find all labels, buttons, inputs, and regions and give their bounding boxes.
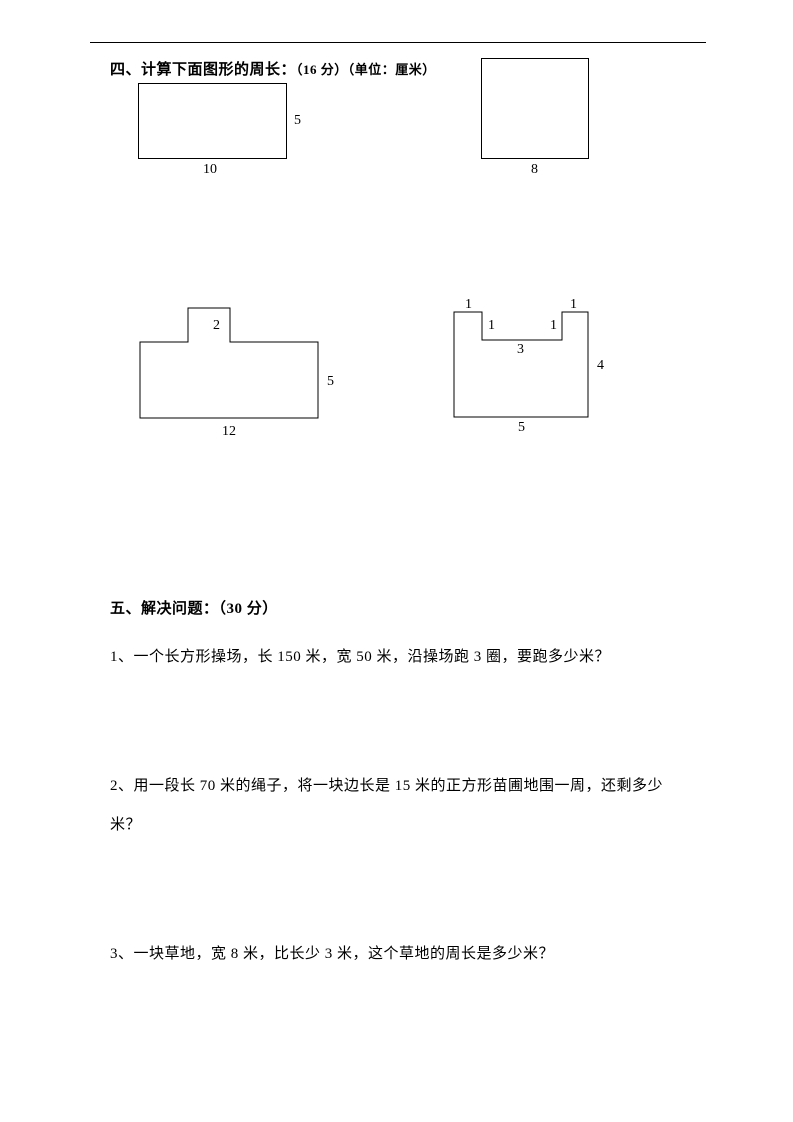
shape-2-square <box>481 58 590 160</box>
q1-part-a: 1、一个长方形操场，长 <box>110 649 277 665</box>
shape-4-label-inner-right: 1 <box>550 318 557 334</box>
shape-4-label-right: 4 <box>597 358 604 374</box>
shape-1-rectangle <box>138 83 288 160</box>
section-4-title-sub: （16 分）（单位：厘米） <box>296 62 436 77</box>
shape-1-label-bottom: 10 <box>203 162 217 178</box>
q2-part-a: 2、用一段长 <box>110 778 200 794</box>
section-4: 四、计算下面图形的周长：（16 分）（单位：厘米） <box>110 58 690 79</box>
q1-part-c: 米，沿操场跑 <box>372 649 474 665</box>
shape-3-tshape <box>139 307 320 420</box>
shape-1-label-right: 5 <box>294 113 301 129</box>
q3-part-b: 米，比长少 <box>239 946 325 962</box>
q2-num-2: 15 <box>395 778 411 794</box>
shape-4-label-bottom: 5 <box>518 420 525 436</box>
q1-part-b: 米，宽 <box>301 649 356 665</box>
q1-part-d: 圈，要跑多少米？ <box>482 649 610 665</box>
q1-num-3: 3 <box>474 649 482 665</box>
shape-3-label-top: 2 <box>213 318 220 334</box>
problem-2: 2、用一段长 70 米的绳子，将一块边长是 15 米的正方形苗圃地围一周，还剩多… <box>110 767 690 845</box>
shape-4-ushape <box>453 311 590 419</box>
shape-4-label-inner-bottom: 3 <box>517 342 524 358</box>
shape-4-label-inner-left: 1 <box>488 318 495 334</box>
q2-part-b: 米的绳子，将一块边长是 <box>216 778 395 794</box>
q1-num-2: 50 <box>356 649 372 665</box>
q1-num-1: 150 <box>277 649 301 665</box>
section-5: 五、解决问题：（30 分） 1、一个长方形操场，长 150 米，宽 50 米，沿… <box>110 597 690 974</box>
shape-3-label-right: 5 <box>327 374 334 390</box>
problem-1: 1、一个长方形操场，长 150 米，宽 50 米，沿操场跑 3 圈，要跑多少米？ <box>110 638 690 677</box>
shape-2-label-bottom: 8 <box>531 162 538 178</box>
q3-part-a: 3、一块草地，宽 <box>110 946 231 962</box>
q2-num-1: 70 <box>200 778 216 794</box>
section-5-title: 五、解决问题：（30 分） <box>110 597 690 618</box>
section-4-title: 四、计算下面图形的周长：（16 分）（单位：厘米） <box>110 62 436 78</box>
problem-3: 3、一块草地，宽 8 米，比长少 3 米，这个草地的周长是多少米？ <box>110 935 690 974</box>
shape-4-label-top-left: 1 <box>465 297 472 313</box>
q3-num-1: 8 <box>231 946 239 962</box>
q3-part-c: 米，这个草地的周长是多少米？ <box>333 946 554 962</box>
shape-4-label-top-right: 1 <box>570 297 577 313</box>
section-4-title-main: 四、计算下面图形的周长： <box>110 62 296 78</box>
shape-3-label-bottom: 12 <box>222 424 236 440</box>
page-top-rule <box>90 42 706 43</box>
q3-num-2: 3 <box>325 946 333 962</box>
